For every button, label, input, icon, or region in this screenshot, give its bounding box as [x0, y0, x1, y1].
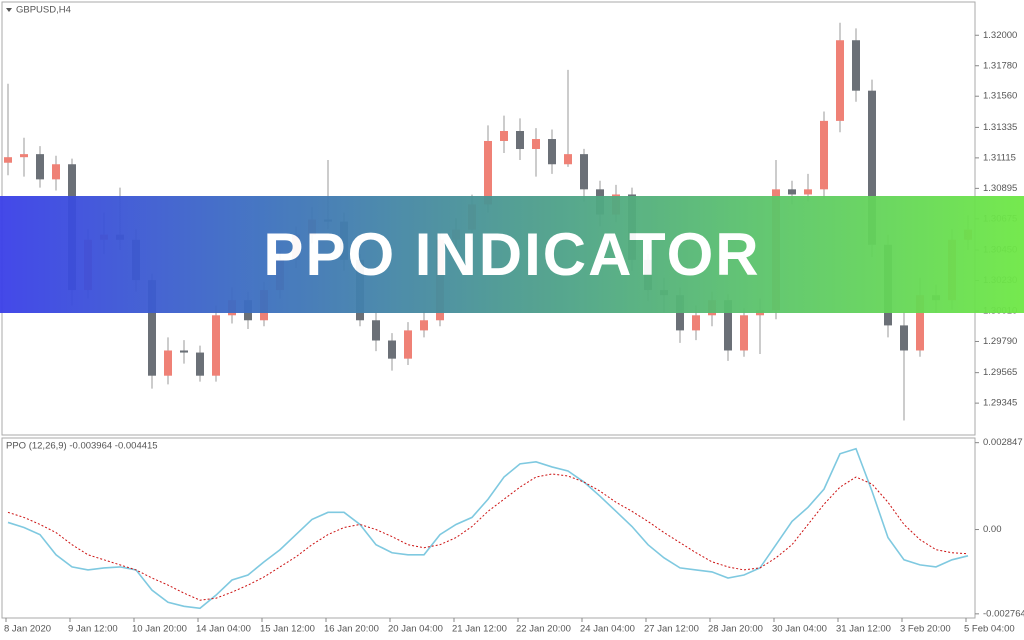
candle-body	[916, 295, 924, 351]
x-tick-label: 28 Jan 20:00	[708, 624, 763, 635]
ppo-title: PPO (12,26,9) -0.003964 -0.004415	[6, 441, 158, 452]
candle-body	[180, 350, 188, 353]
x-tick-label: 8 Jan 2020	[4, 624, 51, 635]
y-tick-label: 1.31560	[983, 91, 1017, 102]
candle-body	[212, 315, 220, 376]
candle-body	[20, 154, 28, 158]
y-tick-label: 1.29345	[983, 398, 1017, 409]
candle-body	[484, 140, 492, 205]
y-tick-label: 0.002847	[983, 437, 1023, 448]
x-tick-label: 30 Jan 04:00	[772, 624, 827, 635]
ppo-panel	[1, 437, 976, 619]
candle-body	[724, 300, 732, 351]
candle-body	[500, 130, 508, 141]
candle-body	[868, 90, 876, 245]
x-tick-label: 31 Jan 12:00	[836, 624, 891, 635]
candle-body	[372, 320, 380, 341]
x-tick-label: 24 Jan 04:00	[580, 624, 635, 635]
candle-body	[164, 350, 172, 376]
candle-body	[36, 154, 44, 180]
ppo-line	[7, 473, 969, 601]
banner: PPO INDICATOR	[0, 196, 1024, 313]
candle-body	[52, 164, 60, 180]
x-tick-label: 20 Jan 04:00	[388, 624, 443, 635]
candle-body	[900, 325, 908, 351]
candle-body	[532, 139, 540, 150]
y-tick-label: 1.30895	[983, 183, 1017, 194]
candle-body	[148, 280, 156, 376]
x-tick-label: 21 Jan 12:00	[452, 624, 507, 635]
candle-body	[804, 189, 812, 195]
candle-body	[692, 315, 700, 331]
x-tick-label: 22 Jan 20:00	[516, 624, 571, 635]
candle-body	[516, 130, 524, 150]
candle-body	[404, 330, 412, 359]
candle-body	[580, 154, 588, 190]
candle-body	[564, 154, 572, 165]
x-tick-label: 10 Jan 20:00	[132, 624, 187, 635]
candle-body	[836, 40, 844, 121]
y-tick-label: 1.29790	[983, 336, 1017, 347]
candle-body	[420, 320, 428, 331]
candle-body	[4, 157, 12, 163]
candle-body	[548, 139, 556, 165]
candle-body	[788, 189, 796, 195]
y-tick-label: -0.002764	[983, 608, 1024, 619]
x-tick-label: 14 Jan 04:00	[196, 624, 251, 635]
y-tick-label: 1.32000	[983, 30, 1017, 41]
banner-text: PPO INDICATOR	[263, 221, 761, 288]
symbol-menu-icon[interactable]	[6, 8, 12, 12]
x-tick-label: 9 Jan 12:00	[68, 624, 118, 635]
symbol-title: GBPUSD,H4	[16, 5, 71, 16]
y-tick-label: 0.00	[983, 524, 1002, 535]
candle-body	[196, 352, 204, 376]
x-tick-label: 15 Jan 12:00	[260, 624, 315, 635]
x-tick-label: 5 Feb 04:00	[964, 624, 1015, 635]
y-tick-label: 1.29565	[983, 367, 1017, 378]
candle-body	[740, 315, 748, 351]
candle-body	[852, 40, 860, 91]
x-tick-label: 27 Jan 12:00	[644, 624, 699, 635]
candle-body	[388, 340, 396, 359]
ppo-line	[7, 447, 969, 610]
y-tick-label: 1.31115	[983, 152, 1016, 163]
candle-body	[820, 120, 828, 190]
y-tick-label: 1.31780	[983, 60, 1017, 71]
y-tick-label: 1.31335	[983, 122, 1017, 133]
x-tick-label: 16 Jan 20:00	[324, 624, 379, 635]
x-tick-label: 3 Feb 20:00	[900, 624, 951, 635]
